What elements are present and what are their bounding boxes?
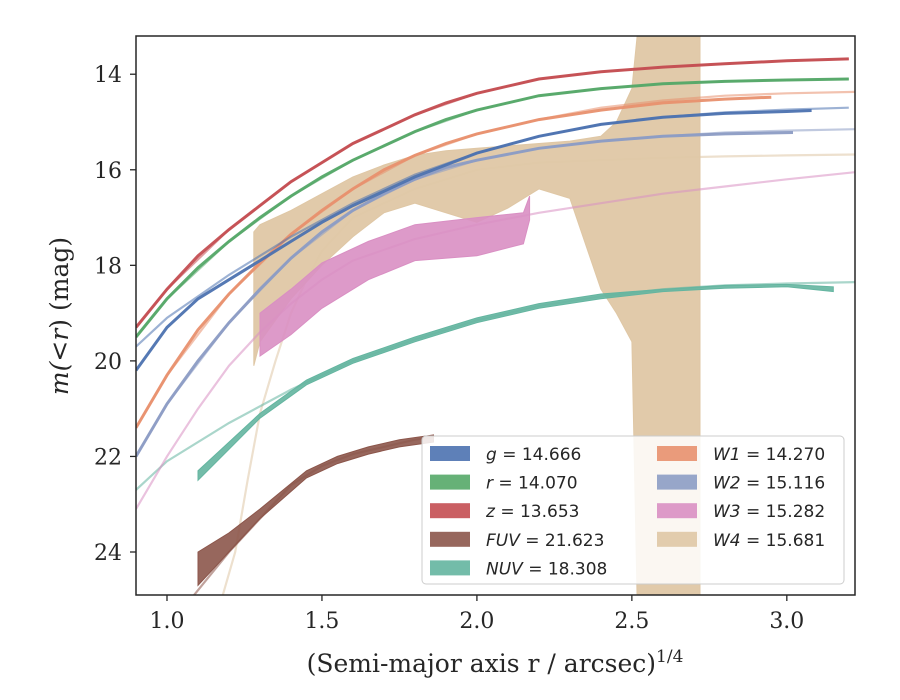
legend-label-z: z = 13.653 — [485, 502, 579, 522]
band-r — [136, 77, 849, 338]
legend-label-g: g = 14.666 — [486, 445, 581, 465]
legend-swatch-fuv — [430, 531, 470, 547]
legend-label-w2: W2 = 15.116 — [713, 474, 825, 494]
legend-label-w3: W3 = 15.282 — [713, 502, 825, 522]
band-g — [136, 109, 812, 372]
legend-label-r: r = 14.070 — [486, 474, 578, 494]
legend-label-fuv: FUV = 21.623 — [486, 531, 604, 551]
legend-swatch-w3 — [657, 503, 697, 519]
x-tick-label: 1.5 — [304, 609, 339, 634]
y-tick-label: 22 — [94, 445, 122, 470]
band-nuv — [197, 283, 834, 482]
legend-swatch-w2 — [657, 474, 697, 490]
legend-swatch-g — [430, 446, 470, 461]
legend-swatch-w1 — [657, 446, 697, 461]
y-tick-label: 24 — [94, 541, 122, 566]
legend-swatch-z — [430, 503, 470, 519]
y-tick-label: 18 — [94, 254, 122, 279]
legend-swatch-nuv — [430, 560, 470, 576]
y-tick-label: 20 — [94, 350, 122, 375]
x-axis-label: (Semi-major axis r / arcsec)1/4 — [307, 647, 684, 678]
band-w4 — [253, 36, 701, 595]
band-w3 — [259, 195, 531, 358]
x-tick-label: 3.0 — [769, 609, 804, 634]
x-axis-label-superscript: 1/4 — [656, 647, 683, 667]
plot-frame — [135, 35, 856, 596]
legend-swatch-r — [430, 474, 470, 490]
legend: g = 14.666 r = 14.070 z = 13.653 FUV = 21.6… — [421, 435, 845, 585]
y-tick-label: 16 — [94, 159, 122, 184]
x-tick-label: 1.0 — [149, 609, 184, 634]
legend-frame — [421, 435, 845, 585]
legend-swatch-w4 — [657, 531, 697, 547]
plot-area — [136, 36, 855, 595]
x-tick-label: 2.0 — [459, 609, 494, 634]
band-w2 — [136, 131, 794, 458]
y-axis-label: m(<r) (mag) — [45, 237, 74, 395]
axis-ticks: 1.0 1.5 2.0 2.5 3.0 14 16 18 20 22 24 — [94, 63, 804, 634]
legend-label-w4: W4 = 15.681 — [713, 531, 825, 551]
band-z — [136, 57, 849, 329]
legend-label-nuv: NUV = 18.308 — [486, 559, 607, 579]
band-w1 — [136, 95, 772, 429]
y-tick-label: 14 — [94, 63, 122, 88]
x-tick-label: 2.5 — [614, 609, 649, 634]
legend-label-w1: W1 = 14.270 — [713, 445, 825, 465]
